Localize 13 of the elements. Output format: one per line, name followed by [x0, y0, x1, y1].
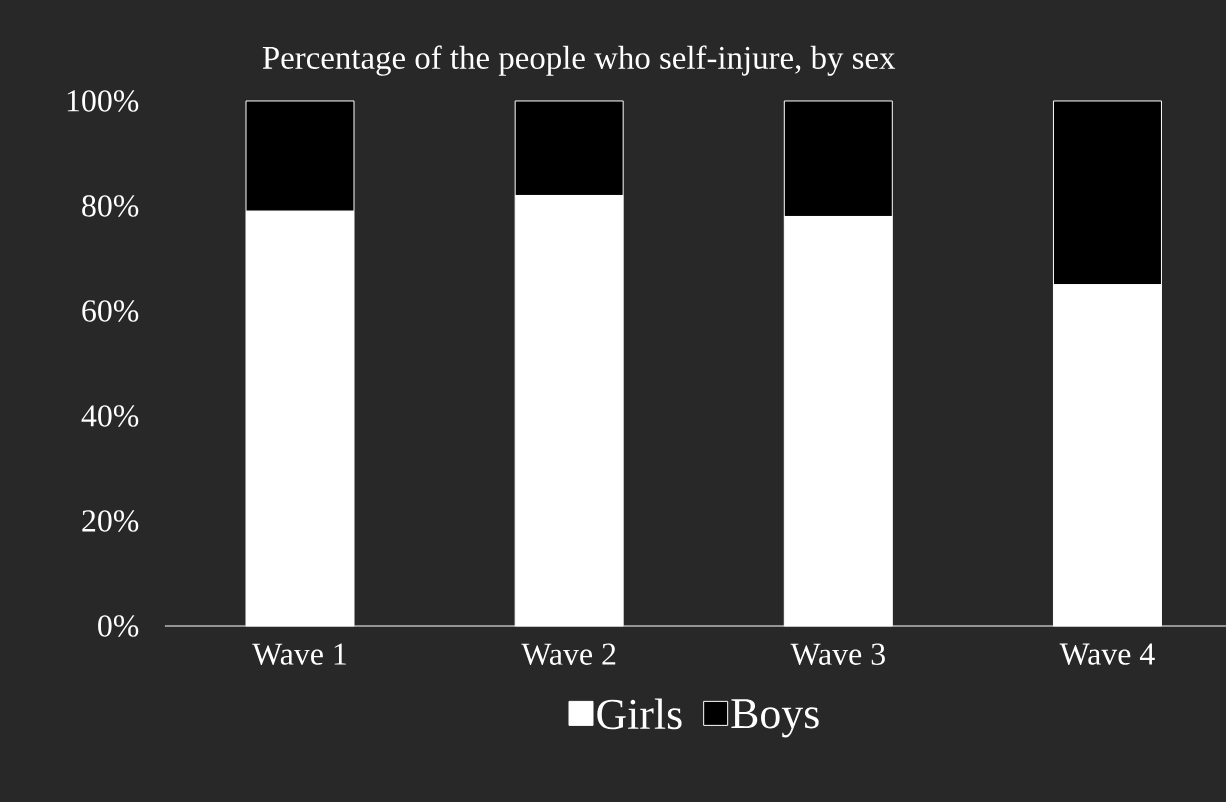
- x-tick-label: Wave 1: [252, 643, 346, 666]
- chart-title: Percentage of the people who self-injure, by sex: [262, 45, 896, 76]
- y-tick-label: 40%: [81, 405, 139, 427]
- y-tick-label: 80%: [82, 195, 139, 217]
- legend-label: Boys: [731, 699, 819, 738]
- x-tick-label: Wave 3: [790, 643, 885, 666]
- y-tick-label: 20%: [82, 510, 139, 532]
- x-tick-label: Wave 2: [521, 643, 616, 666]
- x-tick-label: Wave 4: [1059, 643, 1155, 665]
- y-tick-label: 100%: [67, 90, 139, 112]
- y-tick-label: 60%: [82, 300, 139, 322]
- y-tick-label: 0%: [98, 615, 139, 637]
- legend-label: Girls: [597, 698, 682, 730]
